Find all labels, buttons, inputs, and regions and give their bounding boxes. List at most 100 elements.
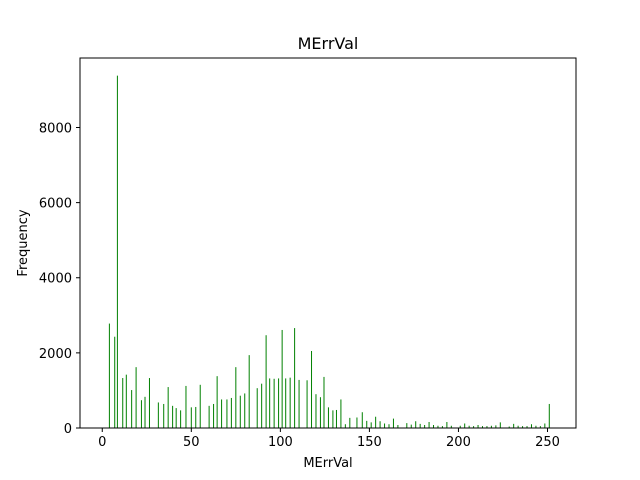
histogram-bar	[298, 379, 300, 428]
histogram-bar	[433, 424, 435, 428]
histogram-bar	[349, 417, 351, 428]
histogram-bar	[108, 323, 110, 428]
histogram-bar	[273, 378, 275, 428]
histogram-bar	[415, 421, 417, 428]
plot-frame	[79, 57, 577, 429]
histogram-bar	[265, 335, 267, 428]
histogram-bar	[148, 378, 150, 428]
histogram-bar	[285, 378, 287, 428]
histogram-bar	[450, 425, 452, 428]
histogram-bar	[122, 378, 124, 428]
histogram-bar	[235, 367, 237, 428]
histogram-bar	[180, 410, 182, 428]
histogram-bar	[526, 426, 528, 428]
histogram-bar	[513, 423, 515, 428]
y-tick-label: 8000	[39, 121, 72, 136]
y-axis-label: Frequency	[16, 209, 31, 276]
histogram-bar	[114, 336, 116, 428]
histogram-bar	[490, 425, 492, 428]
y-tick-label: 6000	[39, 197, 72, 212]
histogram-bar	[175, 408, 177, 428]
histogram-bar	[213, 403, 215, 428]
histogram-bar	[495, 425, 497, 428]
histogram-bar	[327, 407, 329, 428]
histogram-bar	[508, 426, 510, 428]
histogram-bar	[530, 424, 532, 428]
histogram-bar	[261, 383, 263, 428]
histogram-bar	[190, 407, 192, 428]
histogram-bar	[256, 388, 258, 428]
x-tick-label: 50	[183, 435, 200, 450]
histogram-bar	[424, 424, 426, 428]
histogram-bar	[315, 394, 317, 428]
histogram-bar	[522, 426, 524, 428]
histogram-bar	[340, 399, 342, 428]
histogram-bar	[269, 378, 271, 428]
histogram-bar	[131, 390, 133, 428]
histogram-bar	[539, 426, 541, 428]
histogram-bar	[157, 402, 159, 428]
histogram-bar	[548, 403, 550, 428]
histogram-bar	[248, 355, 250, 428]
histogram-bar	[163, 403, 165, 428]
histogram-bar	[281, 329, 283, 428]
bars-group	[108, 75, 550, 429]
histogram-bar	[226, 399, 228, 428]
histogram-bar	[392, 418, 394, 428]
y-tick-label: 0	[64, 422, 72, 437]
histogram-bar	[239, 395, 241, 428]
histogram-bar	[437, 425, 439, 428]
histogram-bar	[208, 405, 210, 428]
histogram-bar	[388, 424, 390, 428]
histogram-bar	[335, 409, 337, 428]
histogram-bar	[116, 75, 118, 429]
histogram-bar	[172, 405, 174, 428]
histogram-bar	[544, 423, 546, 428]
histogram-bar	[311, 350, 313, 428]
histogram-bar	[482, 426, 483, 428]
histogram-bar	[535, 425, 537, 428]
histogram-bar	[473, 426, 475, 428]
histogram-bar	[140, 400, 142, 428]
x-tick-label: 150	[357, 435, 382, 450]
histogram-bar	[375, 416, 377, 428]
chart-title: MErrVal	[298, 34, 359, 53]
histogram-bar	[406, 423, 408, 428]
histogram-bar	[195, 406, 197, 428]
histogram-bar	[428, 421, 430, 428]
histogram-bar	[306, 380, 308, 428]
histogram-bar	[135, 367, 137, 428]
histogram-bar	[356, 417, 358, 428]
histogram-bar	[361, 412, 363, 428]
histogram-bar	[419, 423, 421, 428]
histogram-bar	[379, 421, 381, 428]
histogram-bar	[459, 425, 461, 428]
y-tick-label: 4000	[39, 272, 72, 287]
x-axis-ticks: 0 50 100 150 200 250	[98, 428, 560, 450]
y-axis-ticks: 0 2000 4000 6000 8000	[39, 121, 80, 437]
histogram-bar	[289, 377, 291, 428]
histogram-bar	[486, 426, 488, 428]
histogram-bar	[441, 426, 443, 428]
histogram-bar	[366, 420, 368, 428]
histogram-bar	[125, 374, 127, 428]
histogram-bar	[167, 387, 169, 428]
histogram-bar	[410, 424, 412, 428]
histogram-bar	[278, 378, 280, 428]
histogram-bar	[477, 424, 479, 428]
histogram-bar	[199, 384, 201, 428]
histogram-bar	[468, 425, 470, 428]
x-tick-label: 250	[535, 435, 560, 450]
histogram-bar	[397, 424, 399, 428]
histogram-bar	[319, 397, 321, 428]
histogram-bar	[185, 385, 187, 428]
histogram-bar	[464, 423, 466, 428]
histogram-bar	[370, 422, 372, 428]
histogram-bar	[384, 423, 386, 428]
histogram-bar	[221, 399, 223, 428]
histogram-bar	[517, 425, 519, 428]
y-tick-label: 2000	[39, 347, 72, 362]
x-tick-label: 0	[98, 435, 106, 450]
plot-area	[80, 58, 576, 428]
